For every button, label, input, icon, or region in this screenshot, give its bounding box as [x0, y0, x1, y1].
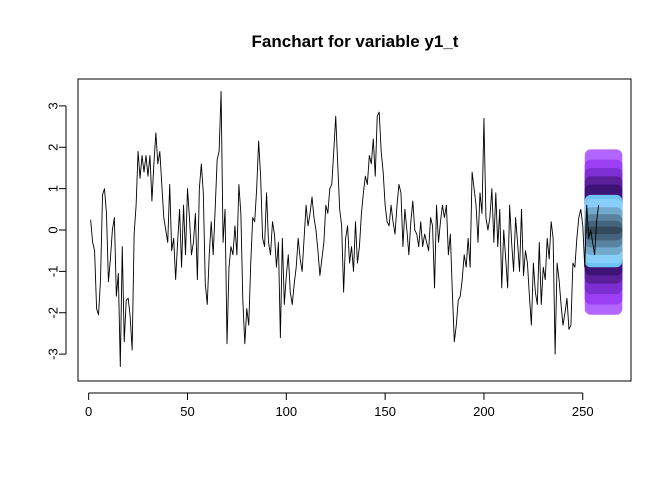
series-lines — [90, 90, 600, 367]
chart-title: Fanchart for variable y1_t — [252, 32, 459, 51]
y-tick-label: -2 — [45, 307, 60, 319]
y-tick-label: 3 — [45, 102, 60, 109]
y-tick-label: 0 — [45, 226, 60, 233]
series-line-0 — [90, 90, 600, 367]
x-tick-label: 0 — [85, 404, 92, 419]
x-tick-label: 50 — [180, 404, 194, 419]
x-tick-label: 150 — [374, 404, 396, 419]
x-tick-label: 250 — [572, 404, 594, 419]
y-tick-label: -1 — [45, 266, 60, 278]
fan-band-10 — [584, 226, 623, 235]
y-tick-label: -3 — [45, 348, 60, 360]
x-axis: 0 50 100 150 200 250 — [85, 392, 594, 419]
x-tick-label: 200 — [473, 404, 495, 419]
x-tick-label: 100 — [275, 404, 297, 419]
y-axis: -3 -2 -1 0 1 2 3 — [45, 102, 67, 360]
fan-bands — [584, 149, 623, 315]
y-tick-label: 2 — [45, 144, 60, 151]
plot-frame — [77, 78, 632, 382]
y-tick-label: 1 — [45, 185, 60, 192]
